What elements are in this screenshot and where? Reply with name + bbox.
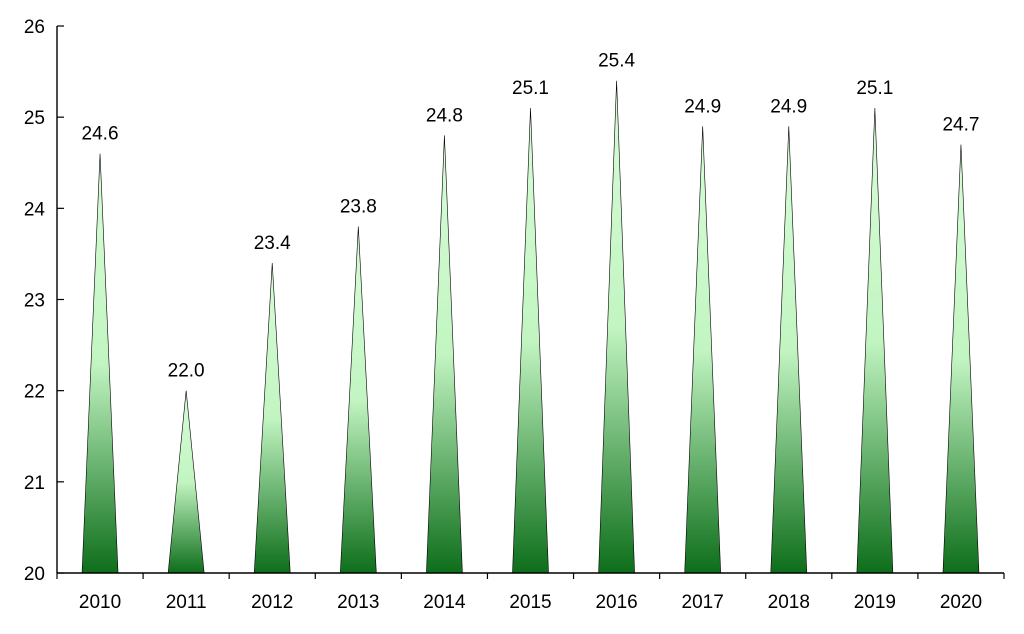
x-tick-label-2017: 2017 [682,592,724,613]
y-tick-label-25: 25 [24,108,45,129]
data-label-2013: 23.8 [340,197,377,218]
bar-2019 [856,108,894,574]
bar-2018 [770,126,808,574]
bar-2020 [942,144,980,574]
x-tick-label-2018: 2018 [768,592,810,613]
x-tick-label-2016: 2016 [595,592,637,613]
x-tick-label-2011: 2011 [166,592,207,613]
data-label-2011: 22.0 [168,361,205,382]
y-tick-label-21: 21 [24,473,45,494]
data-label-2018: 24.9 [770,96,807,117]
x-tick-label-2019: 2019 [854,592,896,613]
bar-2014 [426,135,463,574]
x-tick-label-2013: 2013 [337,592,379,613]
bar-2013 [340,226,377,574]
bar-2012 [253,263,291,574]
y-tick-label-26: 26 [24,17,45,38]
y-tick-label-23: 23 [24,291,45,312]
y-tick-label-20: 20 [24,564,45,585]
y-tick-label-24: 24 [24,199,46,220]
bar-2010 [81,153,119,574]
x-tick-label-2020: 2020 [940,592,982,613]
data-label-2017: 24.9 [684,96,721,117]
data-label-2010: 24.6 [82,124,119,145]
data-label-2020: 24.7 [942,115,979,136]
y-tick-label-22: 22 [24,382,45,403]
x-tick-label-2010: 2010 [79,592,121,613]
x-tick-label-2014: 2014 [423,592,466,613]
labels: 24.6 22.0 23.4 23.8 24.8 25.1 25.4 24.9 24.9 25.1… [24,17,982,613]
bar-2015 [512,108,549,574]
bar-2017 [684,126,721,574]
data-label-2016: 25.4 [598,51,635,72]
bar-2011 [167,390,205,574]
data-label-2019: 25.1 [856,78,893,99]
axes [56,25,1005,579]
data-label-2012: 23.4 [254,233,291,254]
x-tick-label-2012: 2012 [251,592,293,613]
data-label-2014: 24.8 [426,105,463,126]
x-tick-label-2015: 2015 [509,592,551,613]
data-label-2015: 25.1 [512,78,549,99]
bar-marks [81,80,980,574]
bar-2016 [598,80,635,574]
